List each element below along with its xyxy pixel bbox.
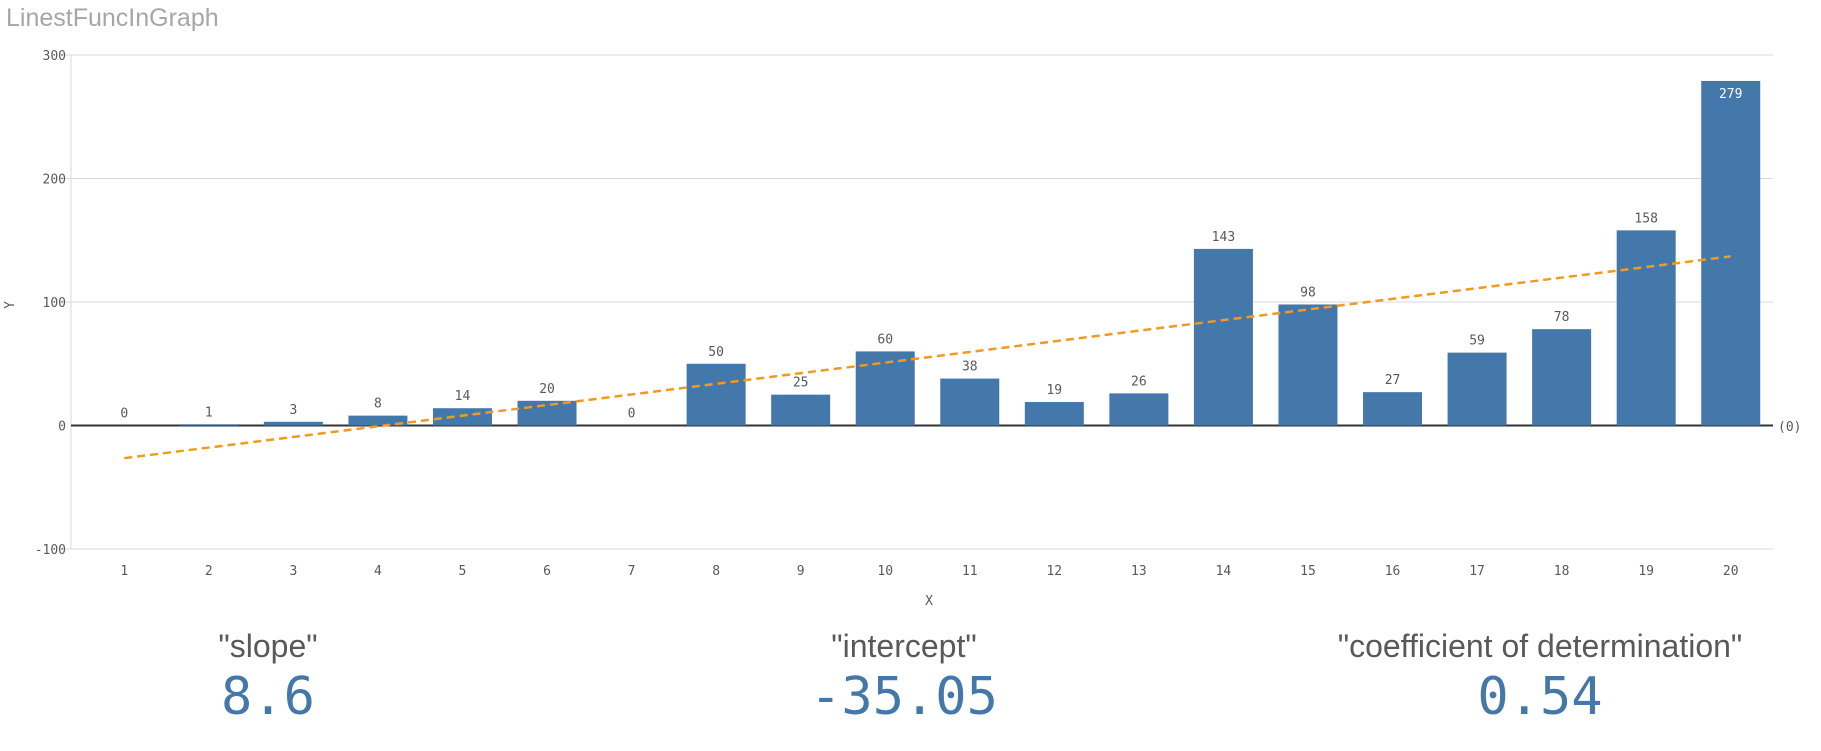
bar[interactable] <box>771 394 831 426</box>
x-tick-label: 15 <box>1300 564 1316 579</box>
bar[interactable] <box>1363 392 1423 426</box>
x-tick-label: 10 <box>877 564 893 579</box>
data-label: 3 <box>289 403 297 418</box>
bar[interactable] <box>940 378 1000 426</box>
x-tick-label: 9 <box>797 564 805 579</box>
data-label: 0 <box>120 407 128 422</box>
bar[interactable] <box>517 400 577 426</box>
bar[interactable] <box>1193 248 1253 426</box>
x-tick-label: 8 <box>712 564 720 579</box>
x-tick-label: 4 <box>374 564 382 579</box>
bar[interactable] <box>1532 329 1592 426</box>
y-axis-title: Y <box>3 301 18 309</box>
gridlines <box>65 54 1773 550</box>
x-axis-ticks: 1 2 3 4 5 6 7 8 9 10 11 12 13 14 15 16 17 18 19 20 <box>120 564 1738 579</box>
y-axis-ticks: -100 0 100 200 300 <box>35 49 66 558</box>
kpi-intercept: "intercept" -35.05 <box>644 628 1164 727</box>
data-label: 60 <box>877 332 893 347</box>
data-label: 25 <box>793 376 809 391</box>
reference-line-label: (0) <box>1778 420 1801 435</box>
data-label: 50 <box>708 345 724 360</box>
kpi-slope: "slope" 8.6 <box>8 628 528 727</box>
bar[interactable] <box>1616 230 1676 426</box>
data-label: 78 <box>1554 310 1570 325</box>
kpi-value: -35.05 <box>810 667 998 727</box>
chart-title: LinestFuncInGraph <box>6 4 219 32</box>
y-tick-label: 200 <box>43 173 66 188</box>
x-tick-label: 17 <box>1469 564 1485 579</box>
bar[interactable] <box>1109 393 1169 426</box>
data-label: 38 <box>962 360 978 375</box>
bar[interactable] <box>1278 304 1338 426</box>
kpi-coefficient-of-determination: "coefficient of determination" 0.54 <box>1280 628 1800 727</box>
bar[interactable] <box>686 363 746 426</box>
data-label: 20 <box>539 382 555 397</box>
bar[interactable] <box>1447 352 1507 426</box>
x-tick-label: 13 <box>1131 564 1147 579</box>
data-label: 14 <box>455 389 471 404</box>
data-label: 59 <box>1469 334 1485 349</box>
x-tick-label: 18 <box>1554 564 1570 579</box>
x-tick-label: 6 <box>543 564 551 579</box>
bar[interactable] <box>1701 80 1761 426</box>
kpi-label: "intercept" <box>831 628 977 664</box>
trendline-line <box>124 255 1731 460</box>
bar[interactable] <box>179 424 239 426</box>
kpi-value: 8.6 <box>221 667 315 727</box>
x-tick-label: 7 <box>628 564 636 579</box>
x-tick-label: 20 <box>1723 564 1739 579</box>
x-tick-label: 2 <box>205 564 213 579</box>
data-label: 26 <box>1131 374 1147 389</box>
y-tick-label: 100 <box>43 296 66 311</box>
x-tick-label: 1 <box>120 564 128 579</box>
kpi-value: 0.54 <box>1477 667 1603 727</box>
data-label: 279 <box>1719 87 1742 102</box>
bar[interactable] <box>855 351 915 426</box>
bar[interactable] <box>1024 402 1084 426</box>
bar[interactable] <box>348 415 408 426</box>
data-label: 19 <box>1046 383 1062 398</box>
trendline <box>124 255 1731 460</box>
data-label: 143 <box>1212 230 1235 245</box>
x-tick-label: 5 <box>459 564 467 579</box>
y-tick-label: 300 <box>43 49 66 64</box>
kpi-label: "slope" <box>218 628 318 664</box>
x-tick-label: 16 <box>1385 564 1401 579</box>
x-tick-label: 3 <box>289 564 297 579</box>
y-tick-label: 0 <box>58 420 66 435</box>
data-label: 8 <box>374 397 382 412</box>
data-label: 158 <box>1634 211 1657 226</box>
data-label: 98 <box>1300 285 1316 300</box>
bar[interactable] <box>263 421 323 426</box>
x-tick-label: 12 <box>1046 564 1062 579</box>
x-axis-title: X <box>925 594 933 609</box>
data-label: 0 <box>628 407 636 422</box>
data-label: 1 <box>205 405 213 420</box>
data-label: 27 <box>1385 373 1401 388</box>
kpi-label: "coefficient of determination" <box>1337 628 1743 664</box>
x-tick-label: 11 <box>962 564 978 579</box>
x-tick-label: 14 <box>1216 564 1232 579</box>
x-tick-label: 19 <box>1638 564 1654 579</box>
y-tick-label: -100 <box>35 543 66 558</box>
